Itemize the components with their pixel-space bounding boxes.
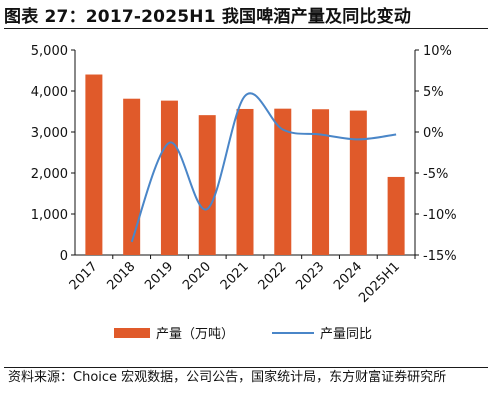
bar (274, 108, 292, 256)
x-tick-label: 2024 (331, 259, 365, 293)
y-right-tick-label: 0% (423, 126, 444, 141)
bar (349, 110, 367, 256)
bar (387, 176, 405, 255)
bar (85, 74, 103, 255)
legend: 产量（万吨） 产量同比 (114, 327, 372, 342)
y-left-tick-label: 0 (60, 249, 68, 264)
x-tick-label: 2025H1 (356, 259, 403, 306)
bar (160, 100, 178, 255)
y-left-tick-label: 4,000 (31, 85, 68, 100)
yoy-line (130, 92, 397, 243)
y-left-tick-label: 1,000 (31, 208, 68, 223)
source-note: 资料来源：Choice 宏观数据，公司公告，国家统计局，东方财富证券研究所 (8, 370, 447, 385)
legend-line-label: 产量同比 (320, 327, 372, 342)
bar (123, 98, 141, 255)
y-right-tick-label: -15% (423, 249, 457, 264)
chart-canvas: 0 1,000 2,000 3,000 4,000 5,000 -15% -10% -5% 0% 5… (31, 44, 457, 342)
x-tick-label: 2019 (142, 259, 176, 293)
y-right-tick-label: 5% (423, 85, 444, 100)
bar (312, 109, 330, 256)
y-left-tick-label: 3,000 (31, 126, 68, 141)
x-tick-label: 2022 (256, 259, 290, 293)
legend-bar-label: 产量（万吨） (156, 327, 234, 342)
line-series (130, 92, 397, 243)
y-right-tick-label: -10% (423, 208, 457, 223)
title-rule (4, 28, 488, 29)
bar (236, 108, 254, 255)
x-tick-label: 2018 (104, 259, 138, 293)
chart-title: 图表 27：2017-2025H1 我国啤酒产量及同比变动 (4, 7, 412, 27)
x-tick-label: 2020 (180, 259, 214, 293)
legend-bar-swatch (114, 328, 150, 338)
bar-series (85, 74, 405, 256)
x-tick-label: 2021 (218, 259, 252, 293)
y-right-tick-label: 10% (423, 44, 452, 59)
y-left-tick-label: 5,000 (31, 44, 68, 59)
x-tick-label: 2023 (293, 259, 327, 293)
source-rule (4, 367, 488, 368)
x-tick-label: 2017 (67, 259, 101, 293)
bar (198, 115, 216, 255)
y-right-tick-label: -5% (423, 167, 448, 182)
y-left-tick-label: 2,000 (31, 167, 68, 182)
